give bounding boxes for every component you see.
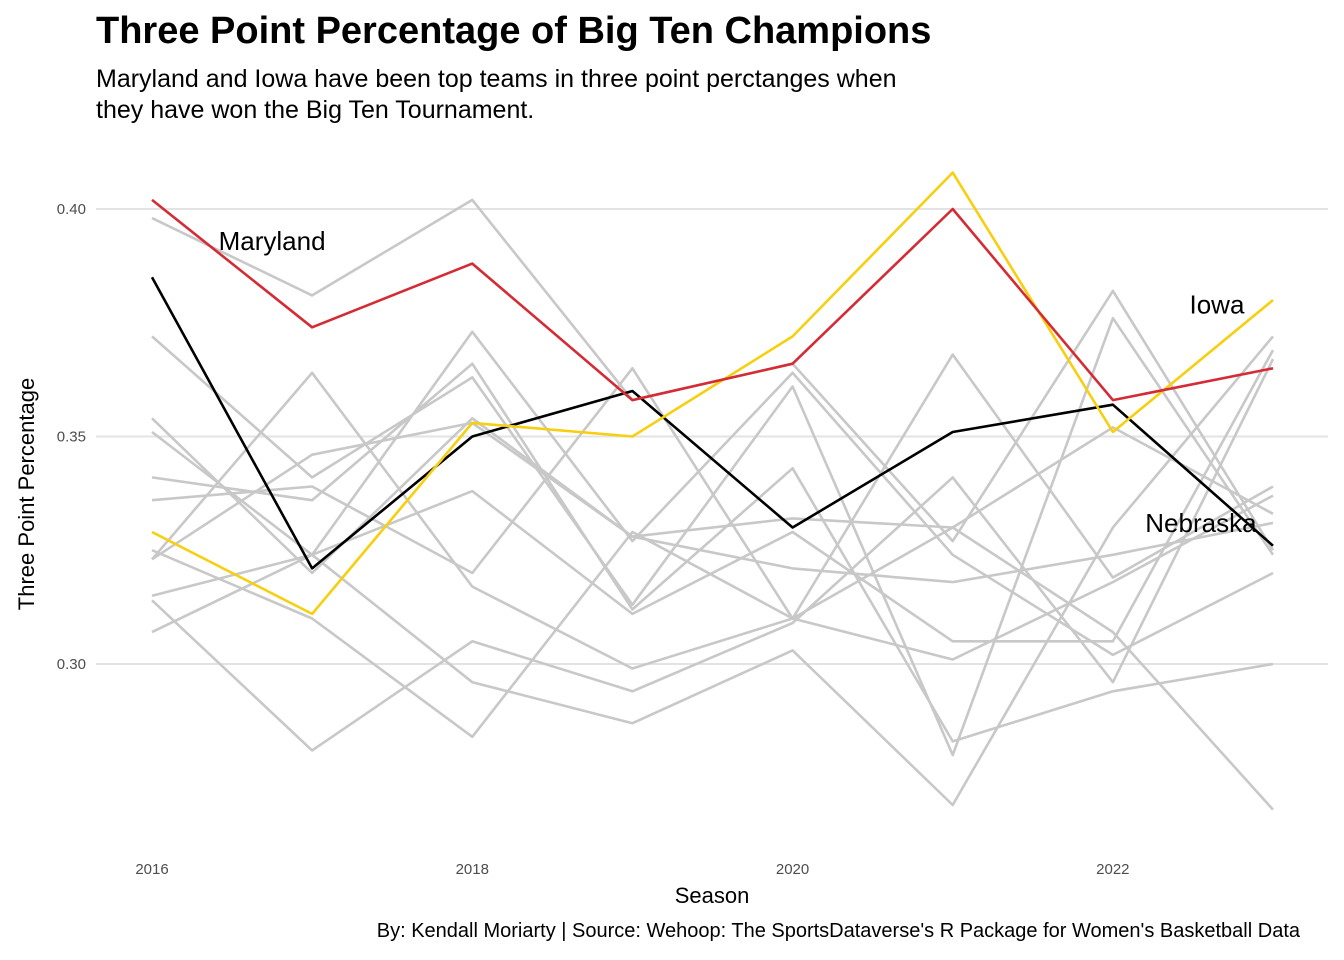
team-line-other — [151, 421, 1274, 584]
y-tick-label: 0.40 — [57, 201, 86, 218]
series-label-maryland: Maryland — [219, 226, 326, 256]
team-line-other — [151, 330, 1274, 657]
team-line-iowa — [151, 171, 1274, 616]
series-label-nebraska: Nebraska — [1145, 508, 1257, 538]
team-line-maryland — [151, 198, 1274, 402]
chart-title: Three Point Percentage of Big Ten Champi… — [96, 10, 932, 52]
team-line-other — [151, 353, 1274, 670]
x-tick-label: 2020 — [776, 861, 809, 878]
team-line-other — [151, 526, 1274, 811]
team-line-other — [151, 335, 1274, 807]
background-team-lines — [151, 198, 1275, 811]
x-tick-label: 2022 — [1096, 861, 1129, 878]
team-line-other — [151, 367, 1274, 661]
axis-ticks: 0.30 0.35 0.40 2016 2018 2020 2022 — [57, 201, 1130, 878]
y-axis-title: Three Point Percentage — [14, 378, 39, 610]
y-tick-label: 0.30 — [57, 656, 86, 673]
series-label-iowa: Iowa — [1189, 290, 1244, 320]
x-tick-label: 2018 — [456, 861, 489, 878]
chart-caption: By: Kendall Moriarty | Source: Wehoop: T… — [376, 920, 1300, 942]
y-tick-label: 0.35 — [57, 429, 86, 446]
x-axis-title: Season — [675, 883, 750, 908]
team-line-other — [151, 349, 1275, 643]
series-labels: Maryland Iowa Nebraska — [219, 226, 1257, 538]
x-tick-label: 2016 — [135, 861, 168, 878]
chart-subtitle: Maryland and Iowa have been top teams in… — [96, 65, 897, 124]
team-line-other — [151, 358, 1275, 752]
highlighted-team-lines — [150, 171, 1274, 616]
team-line-other — [151, 362, 1274, 743]
gridlines — [96, 208, 1328, 665]
team-line-nebraska — [150, 276, 1274, 570]
